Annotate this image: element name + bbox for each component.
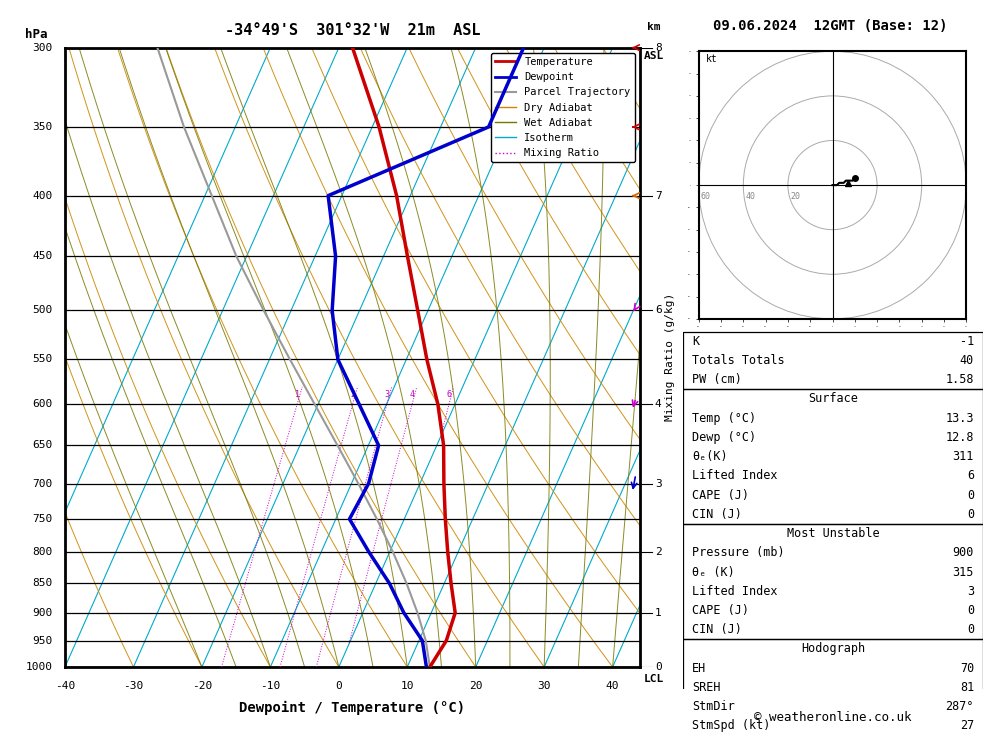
Text: 550: 550 [32,355,52,364]
Text: 1000: 1000 [25,662,52,672]
Text: 12.8: 12.8 [946,431,974,444]
Text: θₑ (K): θₑ (K) [692,565,735,578]
Text: -10: -10 [260,681,280,690]
Text: 600: 600 [32,399,52,409]
Text: 09.06.2024  12GMT (Base: 12): 09.06.2024 12GMT (Base: 12) [713,19,947,33]
Text: 850: 850 [32,578,52,589]
Text: 6: 6 [967,469,974,482]
Text: 30: 30 [537,681,551,690]
Text: 950: 950 [32,636,52,646]
Text: 0: 0 [335,681,342,690]
Text: 800: 800 [32,548,52,557]
Text: CAPE (J): CAPE (J) [692,604,749,617]
Text: 13.3: 13.3 [946,412,974,424]
Text: 40: 40 [960,354,974,367]
Text: 81: 81 [960,681,974,694]
Text: kt: kt [705,54,717,65]
Text: 3: 3 [967,585,974,597]
Text: 3: 3 [384,390,389,399]
Text: PW (cm): PW (cm) [692,373,742,386]
Text: 2: 2 [350,390,355,399]
Text: 6: 6 [655,306,662,315]
Text: Dewpoint / Temperature (°C): Dewpoint / Temperature (°C) [239,701,466,715]
Text: 0: 0 [655,662,662,672]
Text: 400: 400 [32,191,52,201]
Text: © weatheronline.co.uk: © weatheronline.co.uk [754,711,912,724]
Text: 0: 0 [967,508,974,521]
Text: 750: 750 [32,514,52,524]
Text: 20: 20 [469,681,482,690]
Text: 40: 40 [606,681,619,690]
Text: Surface: Surface [808,392,858,405]
Text: 0: 0 [967,623,974,636]
Text: 1: 1 [295,390,300,399]
Legend: Temperature, Dewpoint, Parcel Trajectory, Dry Adiabat, Wet Adiabat, Isotherm, Mi: Temperature, Dewpoint, Parcel Trajectory… [491,53,635,163]
Text: hPa: hPa [25,29,47,42]
Text: -34°49'S  301°32'W  21m  ASL: -34°49'S 301°32'W 21m ASL [225,23,480,38]
Text: Pressure (mb): Pressure (mb) [692,546,785,559]
Text: 900: 900 [32,608,52,618]
Text: 900: 900 [953,546,974,559]
Text: 20: 20 [790,192,800,201]
Text: 300: 300 [32,43,52,53]
Text: CAPE (J): CAPE (J) [692,489,749,501]
Text: Most Unstable: Most Unstable [787,527,879,540]
Text: 4: 4 [410,390,415,399]
Text: 450: 450 [32,251,52,261]
Text: StmSpd (kt): StmSpd (kt) [692,719,770,732]
Text: 4: 4 [655,399,662,409]
Text: 0: 0 [967,604,974,617]
Text: CIN (J): CIN (J) [692,508,742,521]
Text: 7: 7 [655,191,662,201]
Text: 1: 1 [655,608,662,618]
Text: Lifted Index: Lifted Index [692,585,778,597]
Text: 315: 315 [953,565,974,578]
Text: 70: 70 [960,662,974,674]
Text: -1: -1 [960,335,974,347]
Text: 0: 0 [967,489,974,501]
Text: km: km [647,22,660,32]
Text: -20: -20 [192,681,212,690]
Text: 650: 650 [32,441,52,450]
Text: 10: 10 [401,681,414,690]
Text: 3: 3 [655,479,662,488]
Text: 40: 40 [746,192,756,201]
Text: 287°: 287° [946,700,974,713]
Text: 500: 500 [32,306,52,315]
Text: 2: 2 [655,548,662,557]
Text: ASL: ASL [643,51,664,61]
Text: LCL: LCL [643,674,664,685]
Text: Mixing Ratio (g/kg): Mixing Ratio (g/kg) [665,293,675,421]
Text: θₑ(K): θₑ(K) [692,450,728,463]
Text: 700: 700 [32,479,52,488]
Text: Dewp (°C): Dewp (°C) [692,431,756,444]
Text: Temp (°C): Temp (°C) [692,412,756,424]
Text: 6: 6 [446,390,451,399]
Text: CIN (J): CIN (J) [692,623,742,636]
Text: SREH: SREH [692,681,720,694]
Text: StmDir: StmDir [692,700,735,713]
Text: -40: -40 [55,681,75,690]
Text: -30: -30 [123,681,144,690]
Text: EH: EH [692,662,706,674]
Text: 60: 60 [701,192,711,201]
Text: K: K [692,335,699,347]
Text: 311: 311 [953,450,974,463]
Text: 8: 8 [655,43,662,53]
Text: 27: 27 [960,719,974,732]
Text: Totals Totals: Totals Totals [692,354,785,367]
Text: 350: 350 [32,122,52,132]
Text: Lifted Index: Lifted Index [692,469,778,482]
Text: 1.58: 1.58 [946,373,974,386]
Text: Hodograph: Hodograph [801,642,865,655]
